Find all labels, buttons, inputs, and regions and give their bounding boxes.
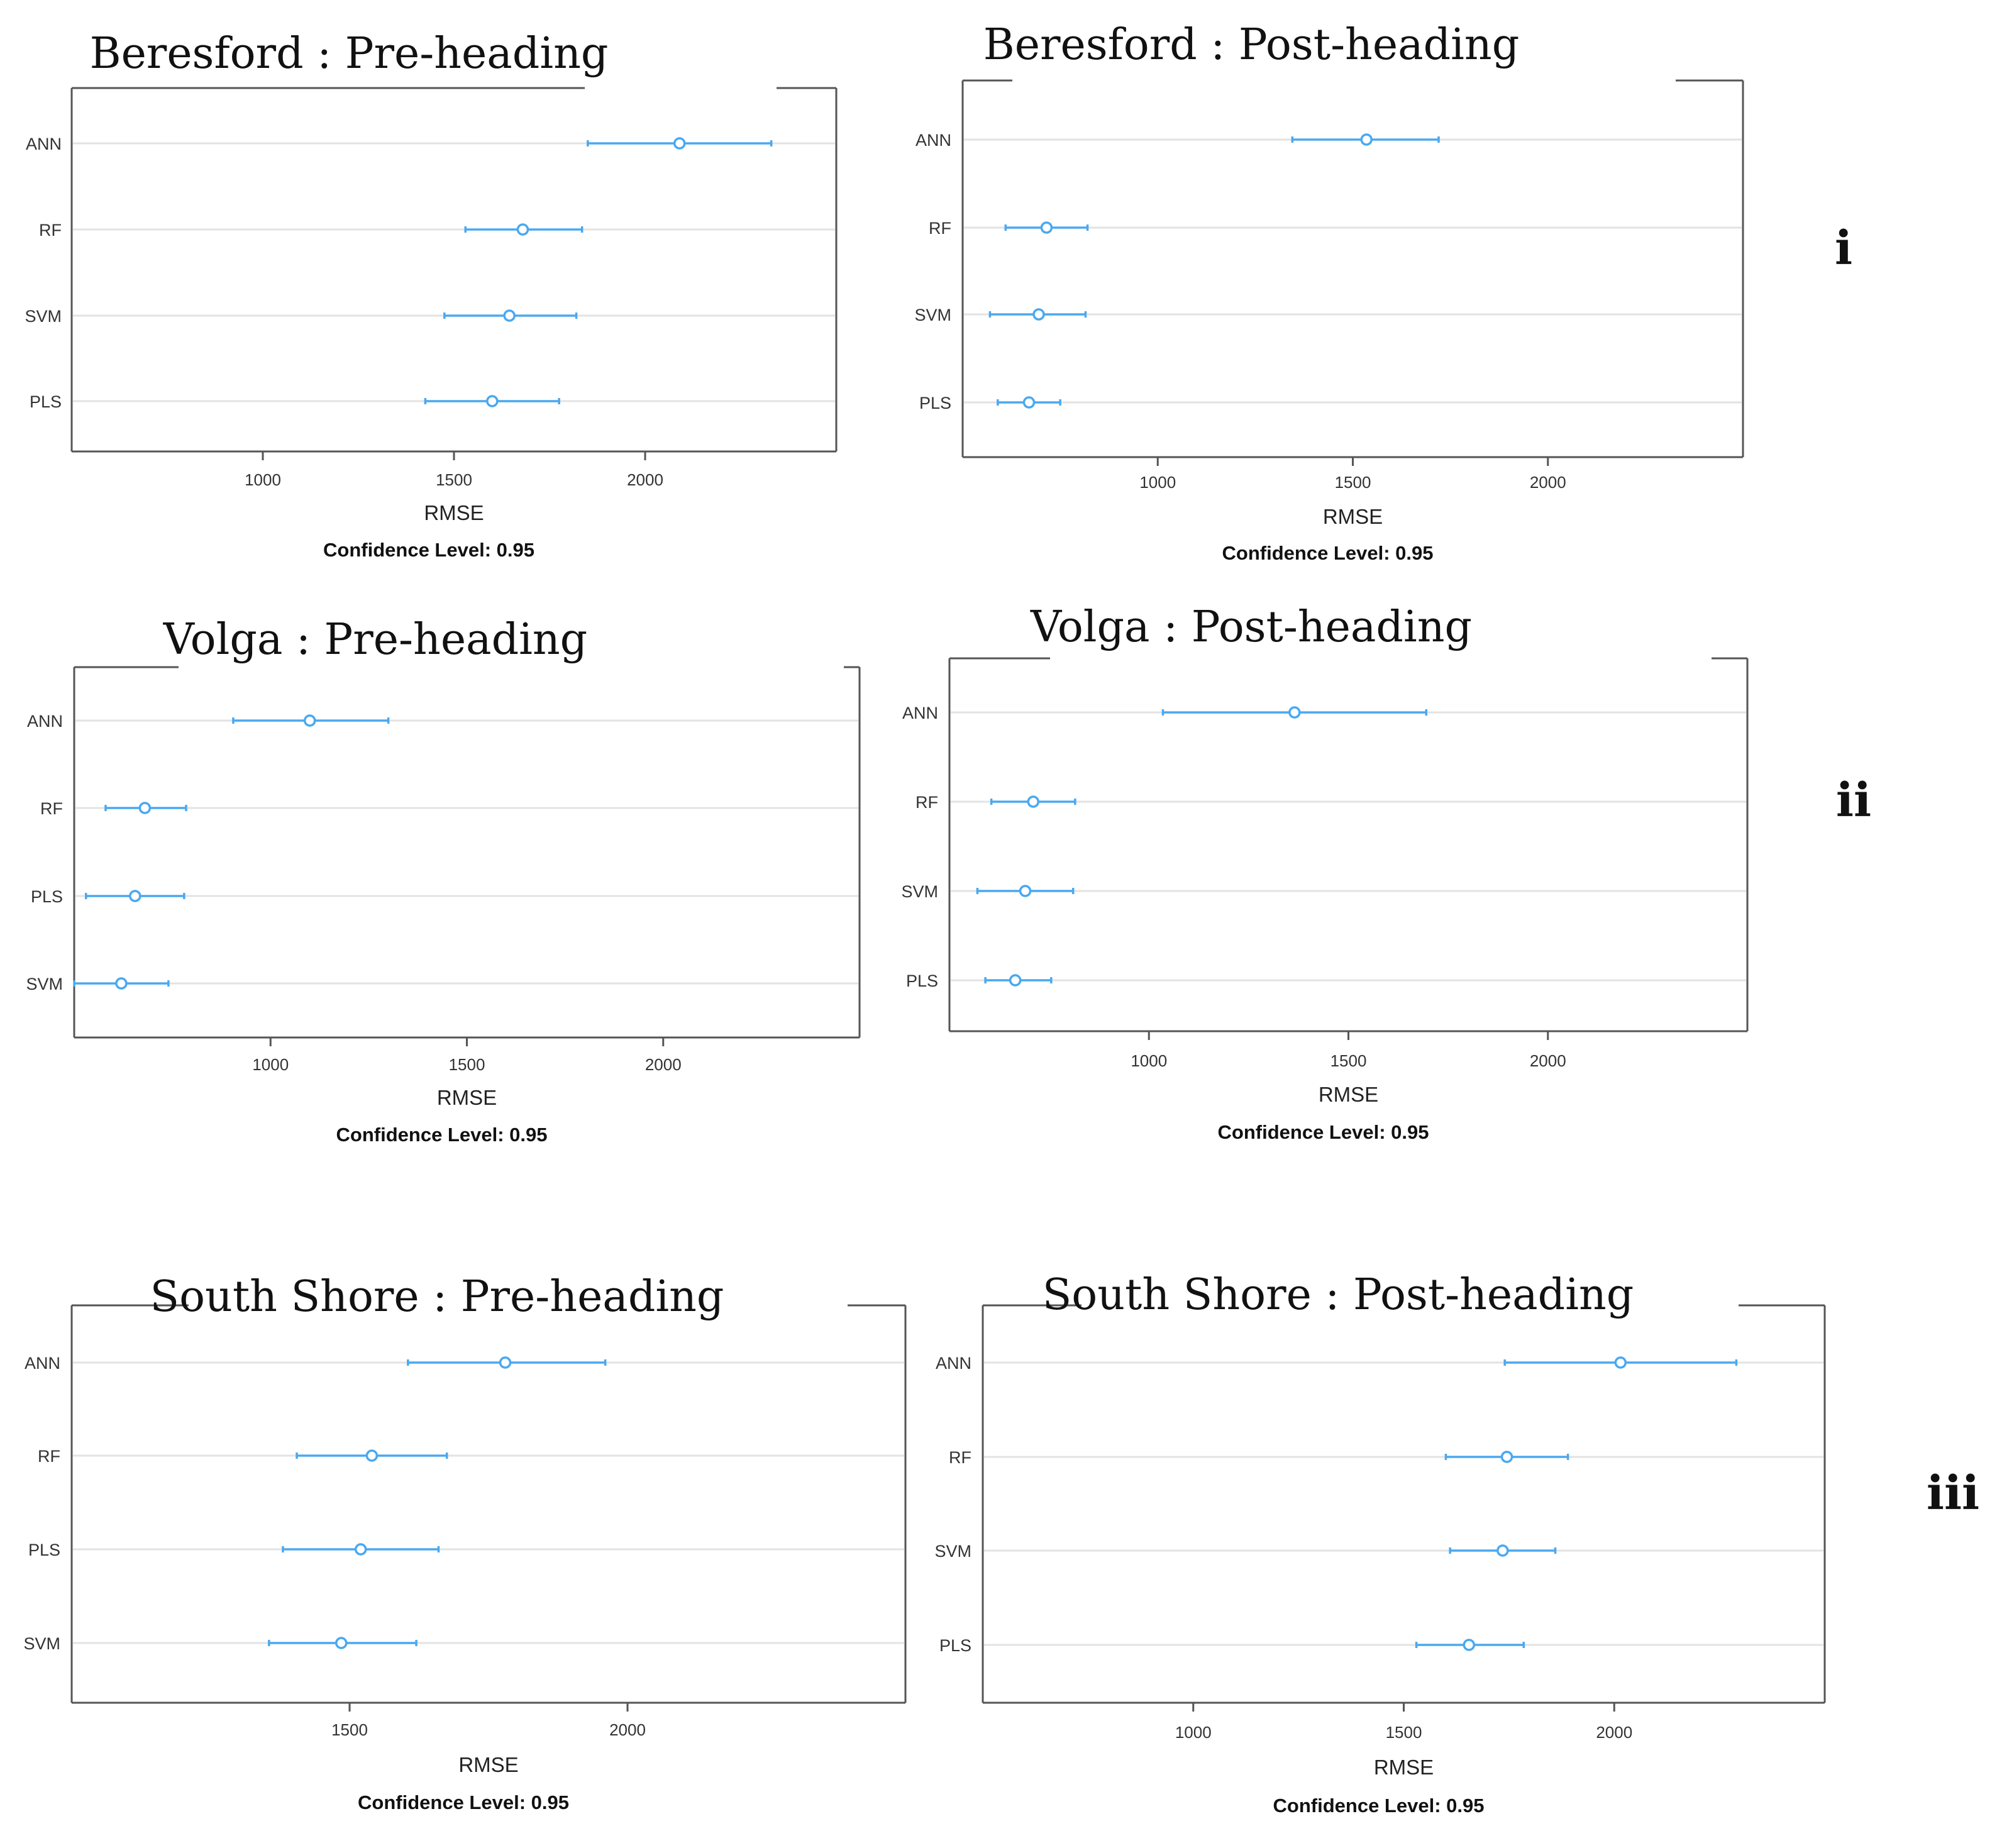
mean-point-ann: [303, 714, 316, 727]
category-label-rf: RF: [39, 221, 62, 240]
chart-title: South Shore : Pre-heading: [150, 1272, 724, 1322]
confidence-level-caption: Confidence Level: 0.95: [1273, 1795, 1485, 1817]
category-label-pls: PLS: [30, 392, 62, 411]
chart-title: Volga : Pre-heading: [163, 615, 587, 665]
category-label-svm: SVM: [901, 882, 938, 901]
chart-panel-1: Beresford : Pre-heading 1000 1500 2000 ANN RF…: [25, 29, 838, 561]
category-label-rf: RF: [929, 219, 951, 238]
confidence-level-caption: Confidence Level: 0.95: [336, 1124, 548, 1146]
row-label-iii: iii: [1927, 1466, 1979, 1520]
mean-point-svm: [503, 309, 516, 322]
category-label-pls: PLS: [906, 971, 938, 990]
category-label-rf: RF: [38, 1447, 60, 1466]
mean-point-rf: [1040, 221, 1053, 234]
mean-point-pls: [1463, 1639, 1476, 1651]
mean-point-pls: [1022, 396, 1036, 409]
category-label-ann: ANN: [916, 131, 951, 150]
confidence-level-caption: Confidence Level: 0.95: [1218, 1121, 1429, 1143]
x-axis-label: RMSE: [1319, 1083, 1378, 1106]
category-label-svm: SVM: [26, 975, 63, 993]
category-label-pls: PLS: [939, 1636, 971, 1655]
x-tick-label: 1000: [1175, 1723, 1212, 1742]
x-tick-label: 2000: [645, 1055, 682, 1074]
category-label-pls: PLS: [919, 394, 951, 412]
category-label-ann: ANN: [27, 712, 63, 731]
category-label-ann: ANN: [25, 1354, 60, 1373]
category-label-svm: SVM: [934, 1542, 971, 1561]
chart-title: South Shore : Post-heading: [1043, 1270, 1634, 1320]
category-label-rf: RF: [916, 793, 938, 812]
mean-point-rf: [138, 802, 152, 814]
category-label-pls: PLS: [31, 887, 63, 906]
mean-point-svm: [335, 1637, 348, 1649]
mean-point-svm: [1032, 308, 1045, 321]
mean-point-pls: [354, 1543, 367, 1556]
mean-point-rf: [365, 1449, 379, 1462]
chart-panel-5: South Shore : Pre-heading 1500 2000 ANN RF PL…: [23, 1272, 907, 1813]
x-tick-label: 2000: [1596, 1723, 1632, 1742]
row-label-ii: ii: [1836, 773, 1871, 827]
mean-point-ann: [1614, 1356, 1627, 1369]
x-tick-label: 1500: [436, 470, 472, 489]
mean-point-rf: [1027, 795, 1039, 808]
x-tick-label: 1000: [245, 470, 281, 489]
mean-point-svm: [1019, 885, 1032, 897]
confidence-level-caption: Confidence Level: 0.95: [323, 539, 534, 561]
x-axis-label: RMSE: [458, 1753, 518, 1776]
mean-point-pls: [129, 890, 141, 902]
mean-point-svm: [1496, 1544, 1509, 1557]
mean-point-rf: [516, 223, 529, 236]
mean-point-rf: [1500, 1451, 1513, 1463]
x-tick-label: 1000: [252, 1055, 289, 1074]
x-tick-label: 1500: [1330, 1051, 1367, 1070]
x-axis-label: RMSE: [1374, 1756, 1434, 1779]
chart-title: Volga : Post-heading: [1030, 602, 1472, 652]
mean-point-ann: [1360, 133, 1373, 146]
confidence-level-caption: Confidence Level: 0.95: [358, 1791, 569, 1813]
category-label-rf: RF: [40, 799, 63, 818]
category-label-svm: SVM: [25, 307, 62, 326]
row-label-i: i: [1835, 221, 1852, 275]
chart-panel-2: Beresford : Post-heading 1000 1500 2000 ANN R…: [914, 20, 1744, 564]
x-tick-label: 1500: [449, 1055, 485, 1074]
category-label-pls: PLS: [28, 1541, 60, 1559]
category-label-ann: ANN: [26, 135, 62, 153]
category-label-ann: ANN: [902, 704, 938, 722]
mean-point-pls: [486, 395, 499, 407]
chart-panel-4: Volga : Post-heading 1000 1500 2000 ANN RF SVM…: [901, 602, 1749, 1143]
x-axis-label: RMSE: [424, 501, 484, 524]
x-tick-label: 1000: [1139, 473, 1176, 492]
chart-title: Beresford : Pre-heading: [90, 29, 609, 79]
mean-point-svm: [115, 977, 128, 990]
x-tick-label: 1500: [1386, 1723, 1422, 1742]
chart-panel-6: South Shore : Post-heading 1000 1500 2000 AN…: [934, 1270, 1826, 1817]
x-axis-label: RMSE: [437, 1086, 497, 1109]
mean-point-ann: [499, 1356, 512, 1369]
x-tick-label: 1500: [1335, 473, 1371, 492]
x-tick-label: 1500: [331, 1720, 368, 1739]
mean-point-ann: [673, 137, 686, 150]
category-label-svm: SVM: [914, 306, 951, 324]
category-label-svm: SVM: [23, 1634, 60, 1653]
x-tick-label: 2000: [609, 1720, 646, 1739]
category-label-ann: ANN: [936, 1354, 971, 1373]
chart-title: Beresford : Post-heading: [983, 20, 1519, 70]
x-tick-label: 2000: [1530, 473, 1566, 492]
category-label-rf: RF: [949, 1448, 971, 1467]
x-tick-label: 2000: [627, 470, 663, 489]
confidence-level-caption: Confidence Level: 0.95: [1222, 542, 1434, 564]
mean-point-pls: [1009, 974, 1022, 987]
x-tick-label: 1000: [1131, 1051, 1167, 1070]
chart-panel-3: Volga : Pre-heading 1000 1500 2000 ANN RF PLS S…: [26, 615, 861, 1146]
mean-point-ann: [1288, 706, 1301, 719]
x-tick-label: 2000: [1530, 1051, 1566, 1070]
x-axis-label: RMSE: [1323, 505, 1383, 528]
